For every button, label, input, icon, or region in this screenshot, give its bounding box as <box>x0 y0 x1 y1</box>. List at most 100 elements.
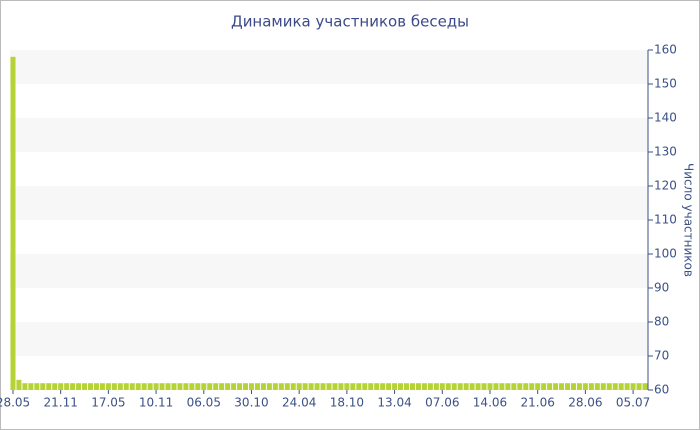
bar <box>398 383 404 390</box>
bar <box>87 383 93 390</box>
x-tick-label: 05.07 <box>616 396 650 410</box>
bar <box>439 383 445 390</box>
x-tick-label: 07.06 <box>425 396 459 410</box>
bar <box>159 383 165 390</box>
bar <box>165 383 171 390</box>
x-tick-label: 28.06 <box>568 396 602 410</box>
bar <box>117 383 123 390</box>
bar <box>570 383 576 390</box>
y-tick-label: 130 <box>654 145 677 159</box>
bar <box>296 383 302 390</box>
bar <box>16 379 22 390</box>
bar <box>111 383 117 390</box>
bar <box>487 383 493 390</box>
bar <box>64 383 70 390</box>
x-tick-label: 24.04 <box>282 396 316 410</box>
bar <box>368 383 374 390</box>
x-tick-label: 21.06 <box>521 396 555 410</box>
bar <box>421 383 427 390</box>
bar <box>511 383 517 390</box>
bar <box>606 383 612 390</box>
bar <box>141 383 147 390</box>
bar <box>34 383 40 390</box>
bar <box>600 383 606 390</box>
bar <box>260 383 266 390</box>
bar <box>326 383 332 390</box>
bar <box>302 383 308 390</box>
y-tick-label: 120 <box>654 179 677 193</box>
bar <box>123 383 129 390</box>
bar <box>529 383 535 390</box>
bar <box>195 383 201 390</box>
y-tick-label: 80 <box>654 315 669 329</box>
bar <box>82 383 88 390</box>
bar <box>356 383 362 390</box>
bar <box>559 383 565 390</box>
grid-band <box>10 186 648 220</box>
x-tick-label: 10.11 <box>139 396 173 410</box>
bar <box>457 383 463 390</box>
bar <box>594 383 600 390</box>
bar <box>147 383 153 390</box>
bar <box>362 383 368 390</box>
bar <box>344 383 350 390</box>
bar <box>93 383 99 390</box>
bar <box>553 383 559 390</box>
y-tick-label: 70 <box>654 349 669 363</box>
bar <box>266 383 272 390</box>
bar <box>46 383 52 390</box>
bar <box>588 383 594 390</box>
bar <box>505 383 511 390</box>
bar <box>183 383 189 390</box>
bar <box>404 383 410 390</box>
bar <box>231 383 237 390</box>
bar <box>237 383 243 390</box>
bar <box>630 383 636 390</box>
bar <box>320 383 326 390</box>
bar <box>332 383 338 390</box>
bar <box>99 383 105 390</box>
bar <box>58 383 64 390</box>
bar <box>475 383 481 390</box>
bar <box>612 383 618 390</box>
y-tick-label: 60 <box>654 383 669 397</box>
bar <box>207 383 213 390</box>
bar <box>272 383 278 390</box>
x-tick-label: 14.06 <box>473 396 507 410</box>
bar <box>225 383 231 390</box>
bar <box>10 56 16 391</box>
bar <box>547 383 553 390</box>
bar <box>517 383 523 390</box>
bar <box>463 383 469 390</box>
bar <box>308 383 314 390</box>
bar <box>70 383 76 390</box>
bar <box>576 383 582 390</box>
bar <box>22 383 28 390</box>
bar <box>541 383 547 390</box>
bar <box>76 383 82 390</box>
bar <box>350 383 356 390</box>
bar <box>392 383 398 390</box>
x-tick-label: 21.11 <box>44 396 78 410</box>
grid-band <box>10 118 648 152</box>
y-axis-label: Число участников <box>682 163 696 277</box>
y-tick-label: 110 <box>654 213 677 227</box>
bar <box>105 383 111 390</box>
bar <box>219 383 225 390</box>
bar <box>380 383 386 390</box>
bar <box>535 383 541 390</box>
bar <box>386 383 392 390</box>
bar <box>565 383 571 390</box>
bar <box>129 383 135 390</box>
bar <box>177 383 183 390</box>
bar <box>433 383 439 390</box>
bar <box>52 383 58 390</box>
chart-title: Динамика участников беседы <box>231 13 469 31</box>
x-tick-label: 06.05 <box>187 396 221 410</box>
bar <box>415 383 421 390</box>
bar <box>243 383 249 390</box>
bar <box>618 383 624 390</box>
bar <box>284 383 290 390</box>
bar <box>135 383 141 390</box>
